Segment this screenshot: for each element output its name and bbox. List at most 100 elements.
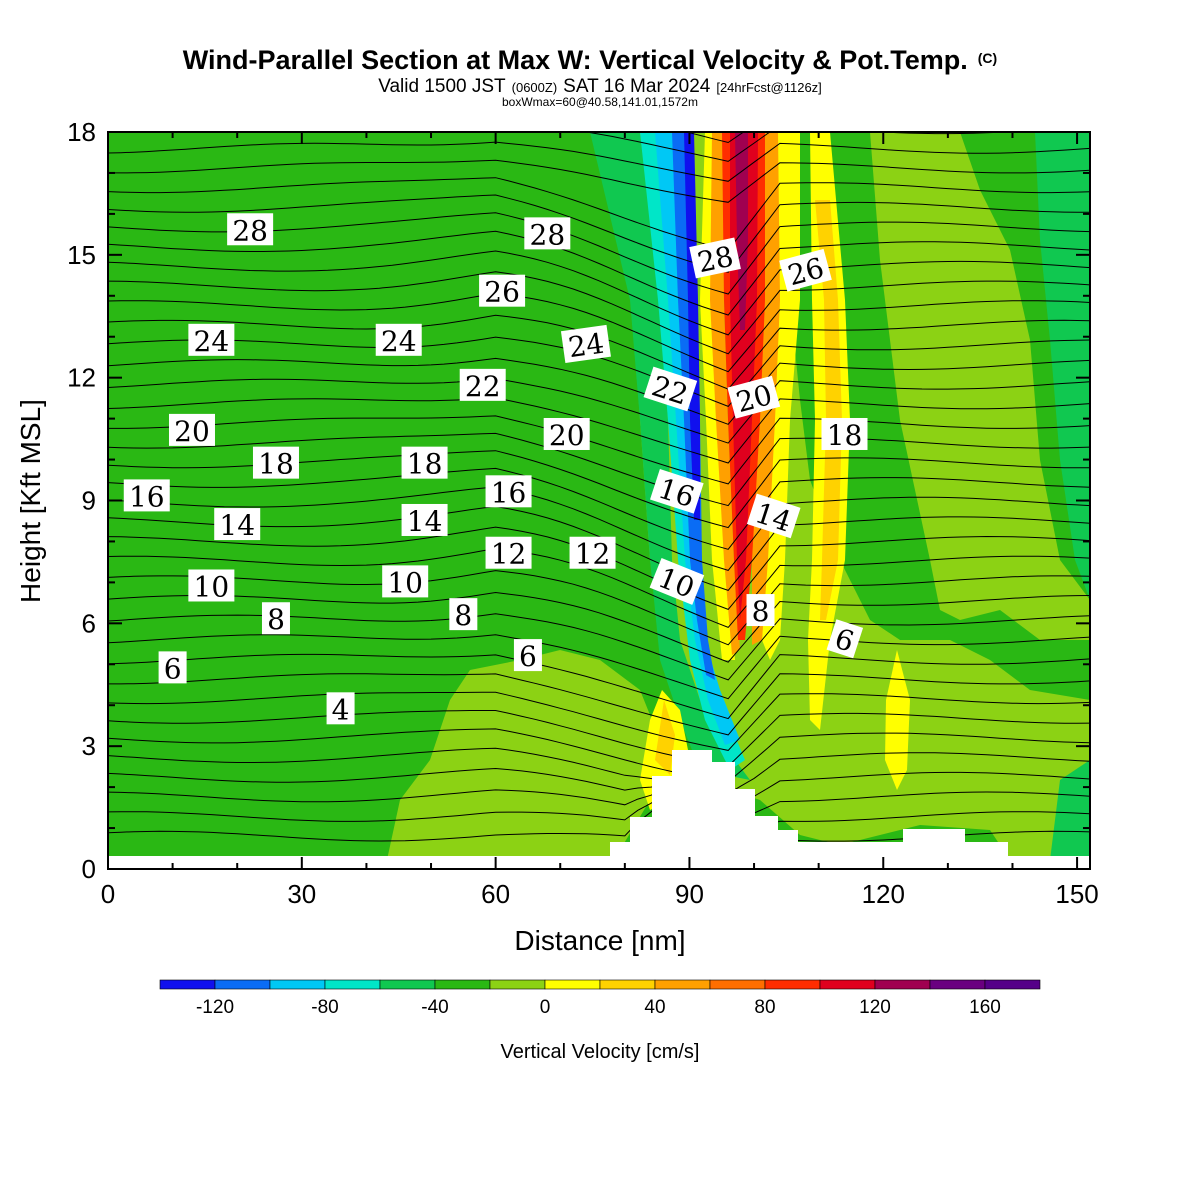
theta-contour	[108, 467, 1090, 550]
contour-label-box	[188, 323, 235, 356]
theta-contour	[108, 159, 1090, 203]
colorbar-tick-labels: -120 -80 -40 0 40 80 120 160	[196, 997, 1001, 1018]
colorbar-tick-label: 40	[644, 997, 665, 1018]
x-tick-label: 0	[101, 879, 115, 909]
contour-label: 14	[401, 503, 448, 538]
contour-label-text: 10	[194, 570, 230, 603]
contour-label: 28	[227, 213, 274, 247]
contour-label-text: 14	[407, 505, 443, 538]
contour-label-box	[543, 417, 590, 450]
theta-contour	[108, 357, 1090, 425]
y-tick-label: 15	[67, 240, 96, 270]
contour-label-text: 18	[827, 419, 863, 452]
theta-contour	[108, 415, 1090, 485]
field-lightblue-band	[655, 132, 740, 745]
contour-label-box	[821, 417, 868, 450]
contour-label: 8	[261, 602, 290, 636]
theta-contour	[108, 591, 1090, 663]
field-maroon-core	[735, 132, 748, 330]
contour-label: 10	[382, 565, 429, 599]
contour-label: 4	[326, 692, 355, 726]
pot-temp-contours	[108, 132, 1090, 845]
contour-label: 24	[560, 324, 611, 365]
theta-contour	[108, 132, 1013, 162]
contour-label-text: 20	[549, 419, 585, 452]
contour-label-text: 8	[267, 603, 285, 636]
contour-label-box	[123, 479, 170, 512]
theta-contour	[108, 786, 1090, 814]
axis-tick-labels: 0 30 60 90 120 150 0 3 6 9 12 15 18	[67, 117, 1099, 909]
contour-label: 22	[643, 366, 698, 412]
contour-label-box	[524, 217, 571, 250]
theta-contour	[108, 230, 1090, 316]
contour-label-text: 24	[566, 327, 606, 365]
colorbar-swatch	[379, 979, 436, 990]
colorbar-swatch	[544, 979, 601, 990]
contour-label: 28	[524, 217, 571, 251]
colorbar-swatch	[214, 979, 271, 990]
contour-label: 16	[485, 475, 532, 509]
theta-contour	[108, 177, 1090, 251]
x-tick-label: 60	[481, 879, 510, 909]
contour-label-box	[479, 274, 526, 307]
contour-label-box	[459, 368, 506, 401]
contour-label: 6	[513, 639, 542, 673]
theta-contour	[108, 548, 1090, 628]
colorbar-swatch	[599, 979, 656, 990]
contour-label-text: 24	[381, 325, 417, 358]
theta-contour	[108, 653, 1090, 720]
y-tick-label: 6	[82, 608, 96, 638]
x-axis-label: Distance [nm]	[514, 925, 685, 956]
theta-contour	[108, 271, 1090, 355]
contour-label-box	[188, 569, 235, 602]
contour-label: 20	[168, 413, 215, 448]
field-mid-left	[1050, 760, 1090, 860]
theta-contour	[108, 250, 1090, 336]
contour-label: 22	[459, 368, 506, 403]
colorbar-tick-label: 160	[969, 997, 1001, 1018]
contour-label-box	[401, 446, 448, 479]
axis-ticks	[107, 131, 1090, 870]
colorbar-swatch	[159, 979, 216, 990]
x-tick-label: 90	[675, 879, 704, 909]
colorbar-tick-label: -80	[311, 997, 338, 1018]
theta-contour	[108, 194, 1090, 273]
field-gold-right	[815, 200, 842, 620]
colorbar-label: Vertical Velocity [cm/s]	[501, 1041, 700, 1063]
y-tick-label: 12	[67, 363, 96, 393]
theta-contour	[108, 787, 1090, 830]
theta-contour	[108, 710, 1090, 767]
colorbar	[159, 979, 1041, 990]
field-yellow-blob	[885, 650, 910, 790]
contour-label-box	[401, 503, 448, 536]
contour-label: 28	[689, 237, 741, 279]
theta-contour	[108, 634, 1090, 700]
contour-label: 12	[569, 536, 616, 571]
colorbar-tick-label: 0	[540, 997, 551, 1018]
contour-label: 14	[214, 508, 261, 542]
theta-contour	[108, 141, 1090, 182]
contour-label-text: 16	[129, 480, 165, 513]
contour-label: 12	[485, 536, 532, 571]
contour-label-box	[168, 413, 215, 446]
theta-contour	[108, 570, 1090, 646]
contour-label-box	[569, 536, 616, 569]
contour-label-text: 26	[484, 276, 520, 309]
colorbar-swatch	[324, 979, 381, 990]
theta-contour	[108, 397, 1090, 464]
contour-label-text: 28	[529, 218, 565, 251]
contour-label-box	[560, 324, 611, 363]
contour-label: 18	[401, 446, 448, 481]
contour-label: 16	[123, 479, 170, 513]
x-tick-label: 120	[862, 879, 905, 909]
contour-label-box	[485, 475, 532, 508]
y-axis-label: Height [Kft MSL]	[15, 399, 46, 603]
colorbar-swatch	[764, 979, 821, 990]
valid-time: Valid 1500 JST (0600Z) SAT 16 Mar 2024 [24h…	[378, 76, 822, 97]
colorbar-swatch	[654, 979, 711, 990]
contour-label: 6	[158, 651, 187, 685]
contour-label-box	[650, 469, 704, 514]
colorbar-swatch	[929, 979, 986, 990]
contour-label: 26	[779, 248, 832, 292]
